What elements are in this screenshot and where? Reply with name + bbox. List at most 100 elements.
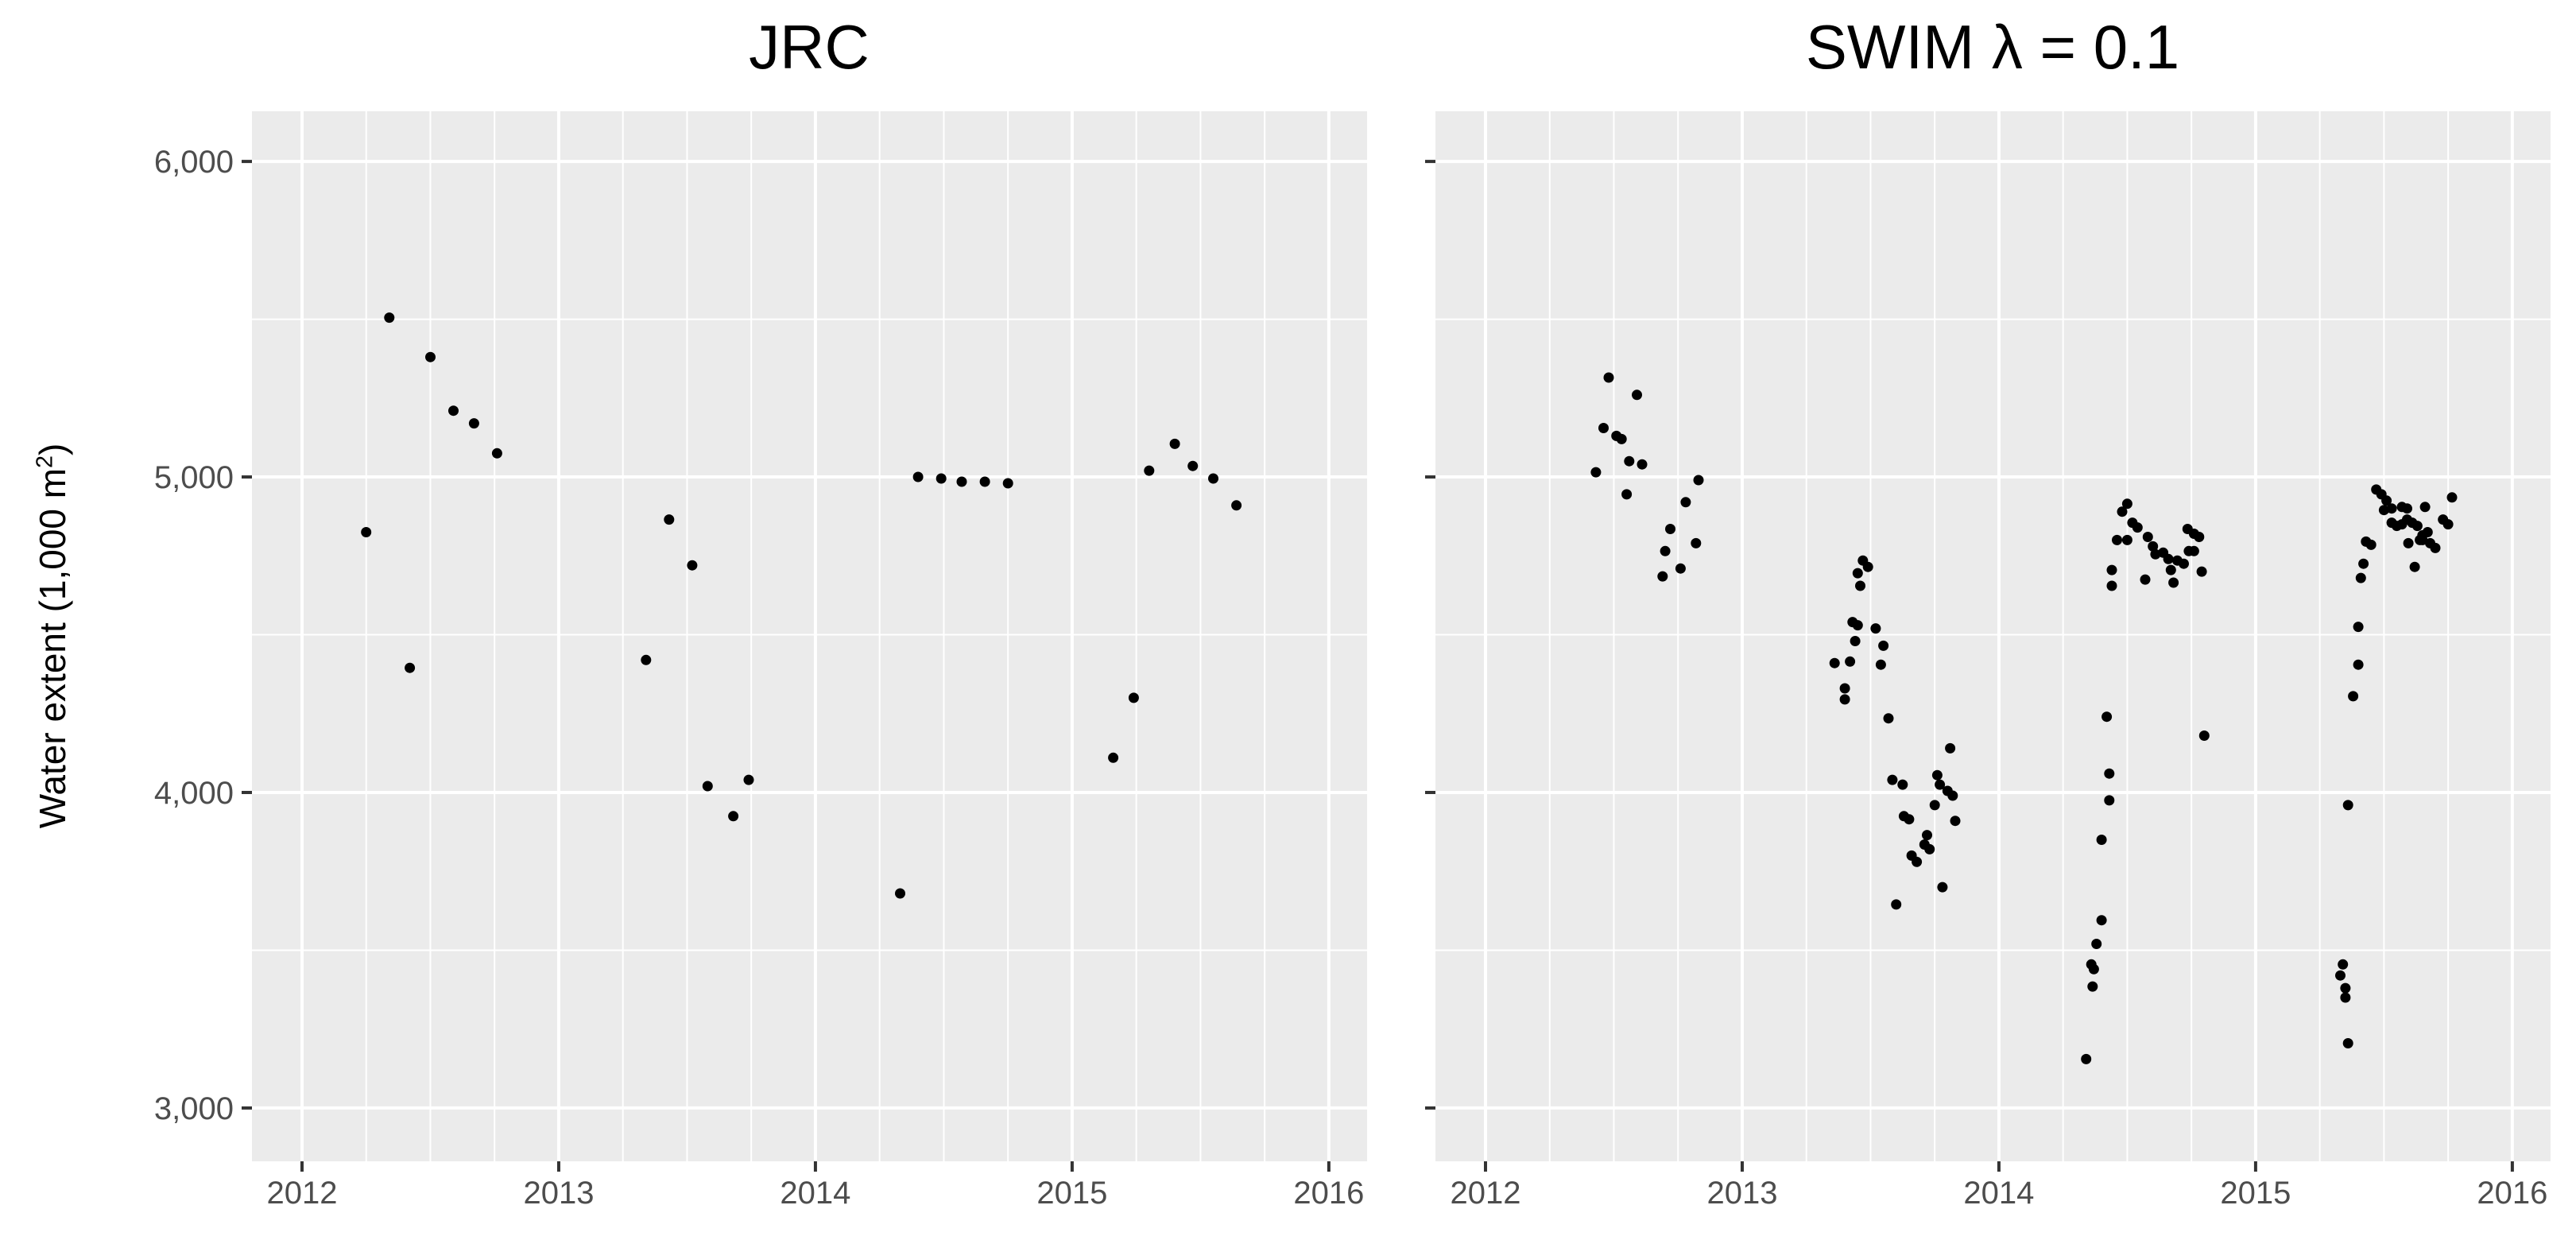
data-point xyxy=(2117,506,2128,517)
data-point xyxy=(979,476,990,487)
data-point xyxy=(2088,963,2099,975)
data-point xyxy=(1637,459,1648,470)
data-point xyxy=(1624,455,1635,467)
data-point xyxy=(2163,553,2174,564)
y-tick-label: 4,000 xyxy=(154,776,234,811)
x-tick-label: 2015 xyxy=(1036,1176,1107,1211)
data-point xyxy=(1590,467,1602,478)
data-point xyxy=(2419,502,2431,513)
data-point xyxy=(728,811,739,822)
data-point xyxy=(2188,545,2199,556)
data-point xyxy=(1870,623,1881,634)
data-point xyxy=(1680,497,1691,508)
data-point xyxy=(1231,500,1242,511)
data-point xyxy=(1950,816,1961,827)
data-point xyxy=(2411,521,2423,532)
data-point xyxy=(1621,489,1633,500)
data-point xyxy=(2442,519,2454,530)
data-point xyxy=(2096,835,2107,845)
data-point xyxy=(1693,475,1704,486)
data-point xyxy=(1852,620,1863,631)
data-point xyxy=(2104,795,2115,806)
data-point xyxy=(2087,981,2098,992)
y-tick-label: 5,000 xyxy=(154,460,234,495)
data-point xyxy=(743,774,754,785)
data-point xyxy=(2342,1038,2353,1048)
data-point xyxy=(1931,769,1943,781)
panel-jrc: 2012 2013 2014 2015 2016 6,000 5,000 4,000 3,000 xyxy=(154,111,1367,1211)
data-point xyxy=(956,476,967,487)
data-point xyxy=(2353,622,2364,633)
data-point xyxy=(491,448,502,459)
panel-title-swim: SWIM λ = 0.1 xyxy=(1805,12,2180,82)
data-point xyxy=(2140,574,2151,585)
x-tick-label: 2016 xyxy=(1293,1176,1364,1211)
data-point xyxy=(935,473,947,484)
x-tick-label: 2016 xyxy=(2477,1176,2547,1211)
data-point xyxy=(2148,541,2159,552)
data-point xyxy=(2165,564,2176,575)
data-point xyxy=(1829,657,1840,668)
data-point xyxy=(2106,564,2117,575)
data-point xyxy=(468,418,479,429)
y-tick-label: 6,000 xyxy=(154,145,234,180)
data-point xyxy=(1691,537,1702,548)
data-point xyxy=(1108,752,1119,763)
data-point xyxy=(702,781,713,792)
data-point xyxy=(1839,694,1850,705)
panel-swim: 2012 2013 2014 2015 2016 xyxy=(1425,111,2551,1211)
data-point xyxy=(1945,742,1956,754)
data-point xyxy=(1922,830,1932,841)
data-point xyxy=(2342,800,2353,811)
data-point xyxy=(2106,580,2117,591)
data-point xyxy=(2446,492,2458,503)
x-tick-label: 2015 xyxy=(2220,1176,2291,1211)
data-point xyxy=(2355,572,2366,583)
panel-background xyxy=(252,111,1367,1161)
data-point xyxy=(2142,532,2153,542)
data-point xyxy=(2430,542,2441,553)
data-point xyxy=(1657,571,1668,582)
data-point xyxy=(405,662,416,673)
data-point xyxy=(2335,970,2346,981)
data-point xyxy=(2132,522,2143,533)
data-point xyxy=(1002,478,1013,489)
data-point xyxy=(2198,730,2210,741)
data-point xyxy=(1947,790,1958,801)
data-point xyxy=(1891,899,1902,910)
data-point xyxy=(1169,438,1180,449)
data-point xyxy=(2353,659,2364,670)
data-point xyxy=(1897,779,1908,790)
data-point xyxy=(2179,558,2189,569)
data-point xyxy=(1675,563,1686,574)
data-point xyxy=(2403,537,2414,548)
data-point xyxy=(912,471,924,482)
data-point xyxy=(1603,372,1614,383)
data-point xyxy=(1632,389,1642,401)
data-point xyxy=(2196,566,2207,577)
data-point xyxy=(1598,423,1609,433)
data-point xyxy=(2096,915,2107,926)
data-point xyxy=(1616,433,1627,444)
data-point xyxy=(2081,1053,2092,1064)
x-tick-label: 2012 xyxy=(1450,1176,1520,1211)
data-point xyxy=(1887,774,1898,785)
data-point xyxy=(1852,568,1863,579)
data-point xyxy=(2402,503,2412,514)
x-tick-label: 2012 xyxy=(266,1176,337,1211)
data-point xyxy=(2386,503,2397,514)
data-point xyxy=(2381,495,2392,506)
data-point xyxy=(2348,691,2359,702)
panel-background xyxy=(1435,111,2551,1161)
data-point xyxy=(361,527,372,537)
data-point xyxy=(2091,939,2102,949)
data-point xyxy=(2194,532,2205,542)
data-point xyxy=(1839,683,1850,694)
data-point xyxy=(1883,713,1894,724)
data-point xyxy=(1875,659,1886,670)
data-point xyxy=(2340,992,2351,1003)
data-point xyxy=(2340,982,2351,994)
data-point xyxy=(2409,561,2420,572)
